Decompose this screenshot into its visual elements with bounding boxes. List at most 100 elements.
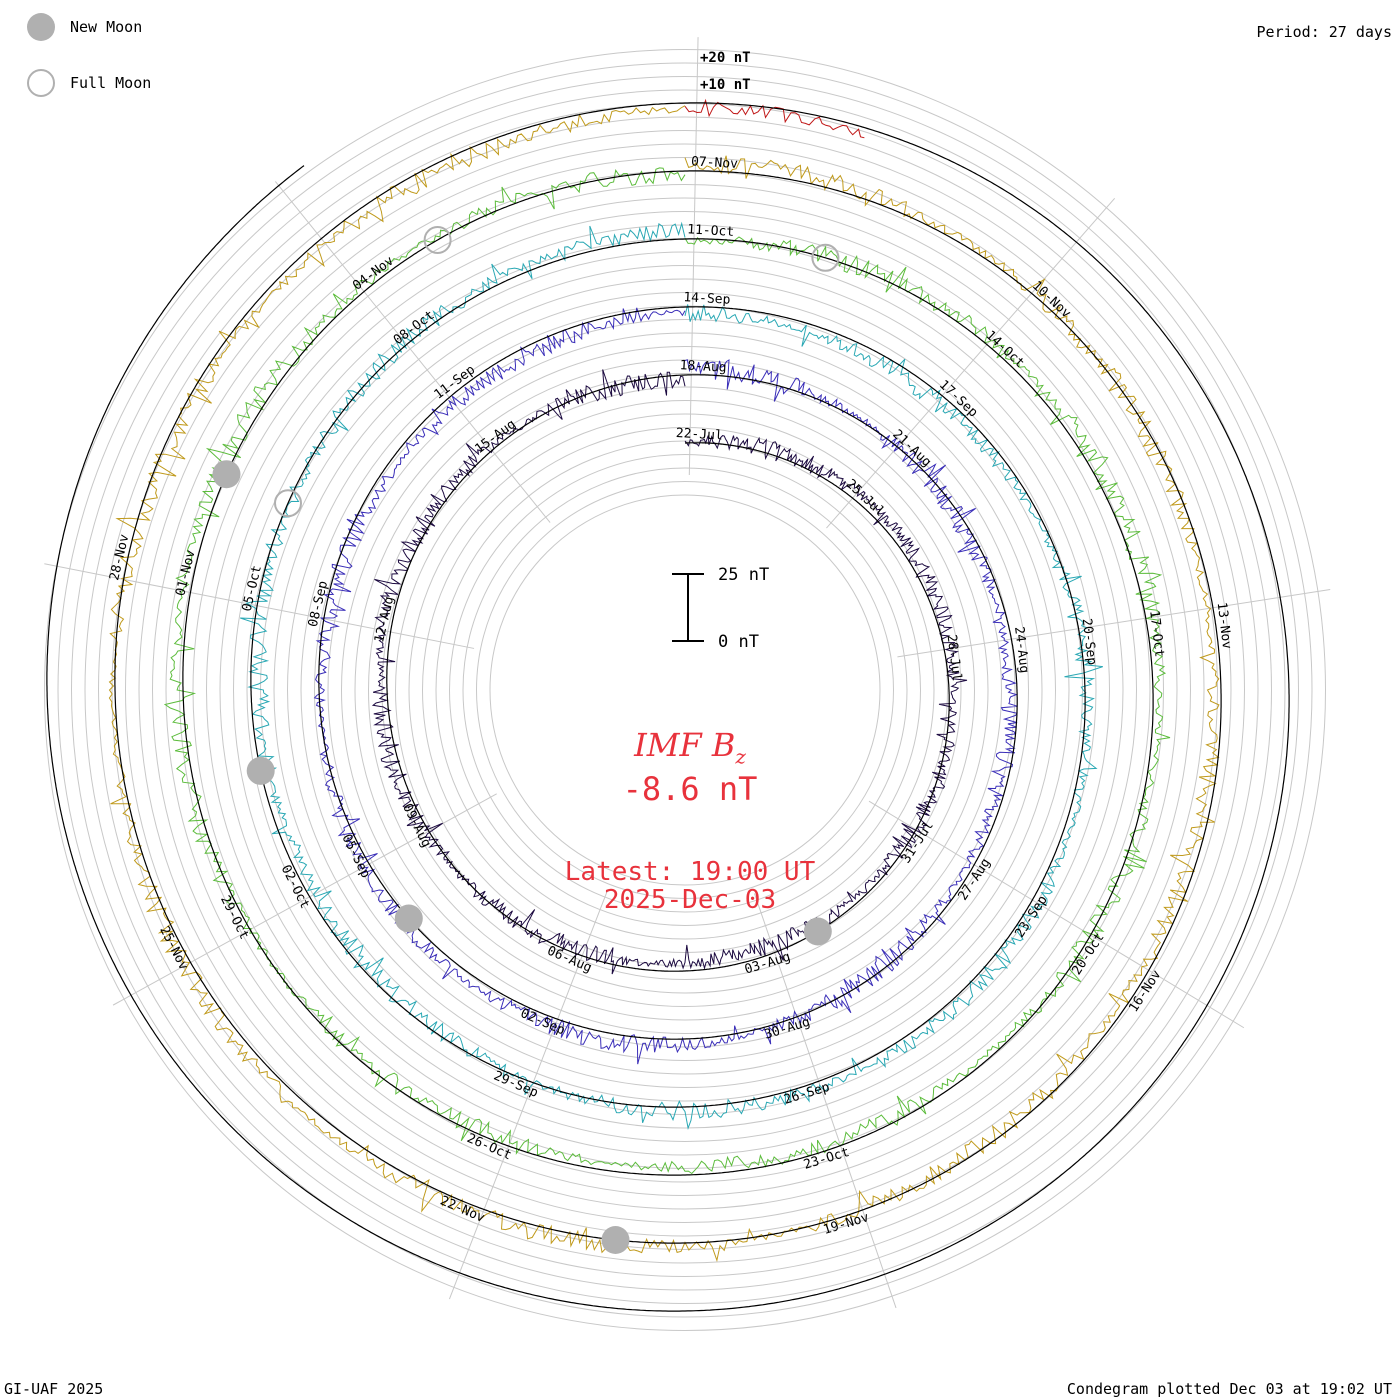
grid-spoke xyxy=(112,793,497,1006)
grid-ring xyxy=(206,211,1164,1169)
date-label: 23-Oct xyxy=(802,1145,851,1173)
date-label: 26-Oct xyxy=(465,1131,514,1163)
date-label: 28-Jul xyxy=(944,634,964,682)
scale-label-plus10: +10 nT xyxy=(700,77,751,93)
legend-new-moon: New Moon xyxy=(27,13,142,41)
grid-ring xyxy=(341,346,1029,1034)
grid-spoke xyxy=(826,197,1116,529)
baseline-spiral xyxy=(46,102,1290,1312)
grid-ring xyxy=(287,292,1083,1088)
scale-bar: 25 nT 0 nT xyxy=(672,565,769,652)
new-moon-label: New Moon xyxy=(70,18,143,36)
date-label: 25-Nov xyxy=(156,924,191,973)
grid-spoke xyxy=(868,800,1245,1029)
date-label: 22-Nov xyxy=(438,1194,487,1226)
period-label: Period: 27 days xyxy=(1256,23,1392,41)
grid-ring xyxy=(476,481,894,899)
full-moon-label: Full Moon xyxy=(70,74,152,92)
new-moon-marker xyxy=(601,1226,630,1254)
grid-ring xyxy=(111,116,1259,1264)
grid-ring xyxy=(165,170,1205,1210)
grid-ring xyxy=(422,427,948,953)
series-trace-2025-10-08 xyxy=(163,167,1171,1175)
grid-ring xyxy=(354,359,1016,1021)
latest-update: Latest: 19:00 UT 2025-Dec-03 xyxy=(540,858,840,914)
new-moon-marker xyxy=(803,917,832,946)
grid-ring xyxy=(273,278,1097,1102)
grid-ring xyxy=(57,62,1313,1318)
grid-spoke xyxy=(688,37,699,476)
grid-spoke xyxy=(44,563,475,649)
grid-ring xyxy=(179,184,1191,1196)
scale-bottom-label: 0 nT xyxy=(718,632,759,652)
credit-label: GI-UAF 2025 xyxy=(4,1380,104,1398)
grid-ring xyxy=(260,265,1110,1115)
grid-spoke xyxy=(754,893,897,1309)
grid-ring xyxy=(368,373,1002,1007)
grid-ring xyxy=(408,413,962,967)
date-label: 22-Jul xyxy=(675,426,723,444)
grid-ring xyxy=(246,251,1124,1129)
new-moon-marker xyxy=(212,460,241,489)
grid-ring xyxy=(314,319,1056,1061)
series-trace-2025-08-15 xyxy=(313,307,1018,1065)
full-moon-icon xyxy=(27,69,55,97)
parameter-title: IMF Bz -8.6 nT xyxy=(540,726,840,808)
date-label: 13-Nov xyxy=(1214,601,1234,650)
date-label: 04-Nov xyxy=(350,253,397,293)
parameter-name: IMF Bz xyxy=(634,726,746,769)
date-label: 15-Aug xyxy=(472,417,519,457)
grid-ring xyxy=(300,305,1070,1075)
date-label: 26-Sep xyxy=(782,1080,831,1108)
grid-ring xyxy=(152,157,1218,1223)
date-label: 02-Sep xyxy=(518,1006,567,1038)
grid-ring xyxy=(192,197,1178,1183)
latest-time: Latest: 19:00 UT xyxy=(564,857,816,887)
grid-ring xyxy=(84,89,1286,1291)
date-label: 02-Oct xyxy=(278,863,313,912)
series-traces xyxy=(108,98,1220,1263)
date-label: 20-Sep xyxy=(1079,618,1099,667)
moon-markers xyxy=(212,226,840,1254)
full-moon-marker xyxy=(811,243,840,272)
full-moon-marker xyxy=(274,489,302,518)
new-moon-marker xyxy=(246,756,275,785)
grid-spoke xyxy=(448,890,608,1300)
date-label: 18-Aug xyxy=(679,358,727,376)
date-label: 08-Oct xyxy=(391,308,438,348)
date-label: 12-Aug xyxy=(372,595,397,644)
date-label: 14-Sep xyxy=(683,290,731,308)
current-value: -8.6 nT xyxy=(622,770,758,809)
date-label: 11-Sep xyxy=(432,362,479,402)
grid-ring xyxy=(71,76,1299,1304)
grid-ring xyxy=(138,143,1232,1237)
scale-label-plus20: +20 nT xyxy=(700,50,751,66)
grid-ring xyxy=(219,224,1151,1156)
grid-ring xyxy=(462,467,908,913)
date-label: 11-Oct xyxy=(687,222,735,240)
plotted-timestamp: Condegram plotted Dec 03 at 19:02 UT xyxy=(1066,1380,1392,1398)
grid-spoke xyxy=(897,588,1331,658)
grid-ring xyxy=(44,49,1326,1331)
date-label: 01-Nov xyxy=(173,548,198,597)
new-moon-icon xyxy=(27,13,55,41)
series-trace-2025-12-01 xyxy=(684,98,865,139)
date-label: 25-Jul xyxy=(843,477,888,520)
date-label: 17-Oct xyxy=(1146,610,1166,658)
grid-ring xyxy=(489,494,881,886)
date-label: 05-Oct xyxy=(240,564,265,613)
zero-baseline xyxy=(46,102,1290,1312)
latest-date: 2025-Dec-03 xyxy=(603,885,777,915)
scale-top-label: 25 nT xyxy=(718,565,769,585)
outer-scale-labels: +20 nT +10 nT xyxy=(700,50,751,93)
date-label: 08-Sep xyxy=(306,579,331,628)
grid-rings xyxy=(44,37,1331,1331)
date-label: 29-Sep xyxy=(491,1069,540,1101)
date-label: 24-Aug xyxy=(1011,626,1031,674)
new-moon-marker xyxy=(394,904,423,933)
date-label: 06-Aug xyxy=(545,944,594,976)
grid-ring xyxy=(449,454,921,926)
grid-ring xyxy=(125,130,1245,1250)
full-moon-marker xyxy=(423,226,452,254)
